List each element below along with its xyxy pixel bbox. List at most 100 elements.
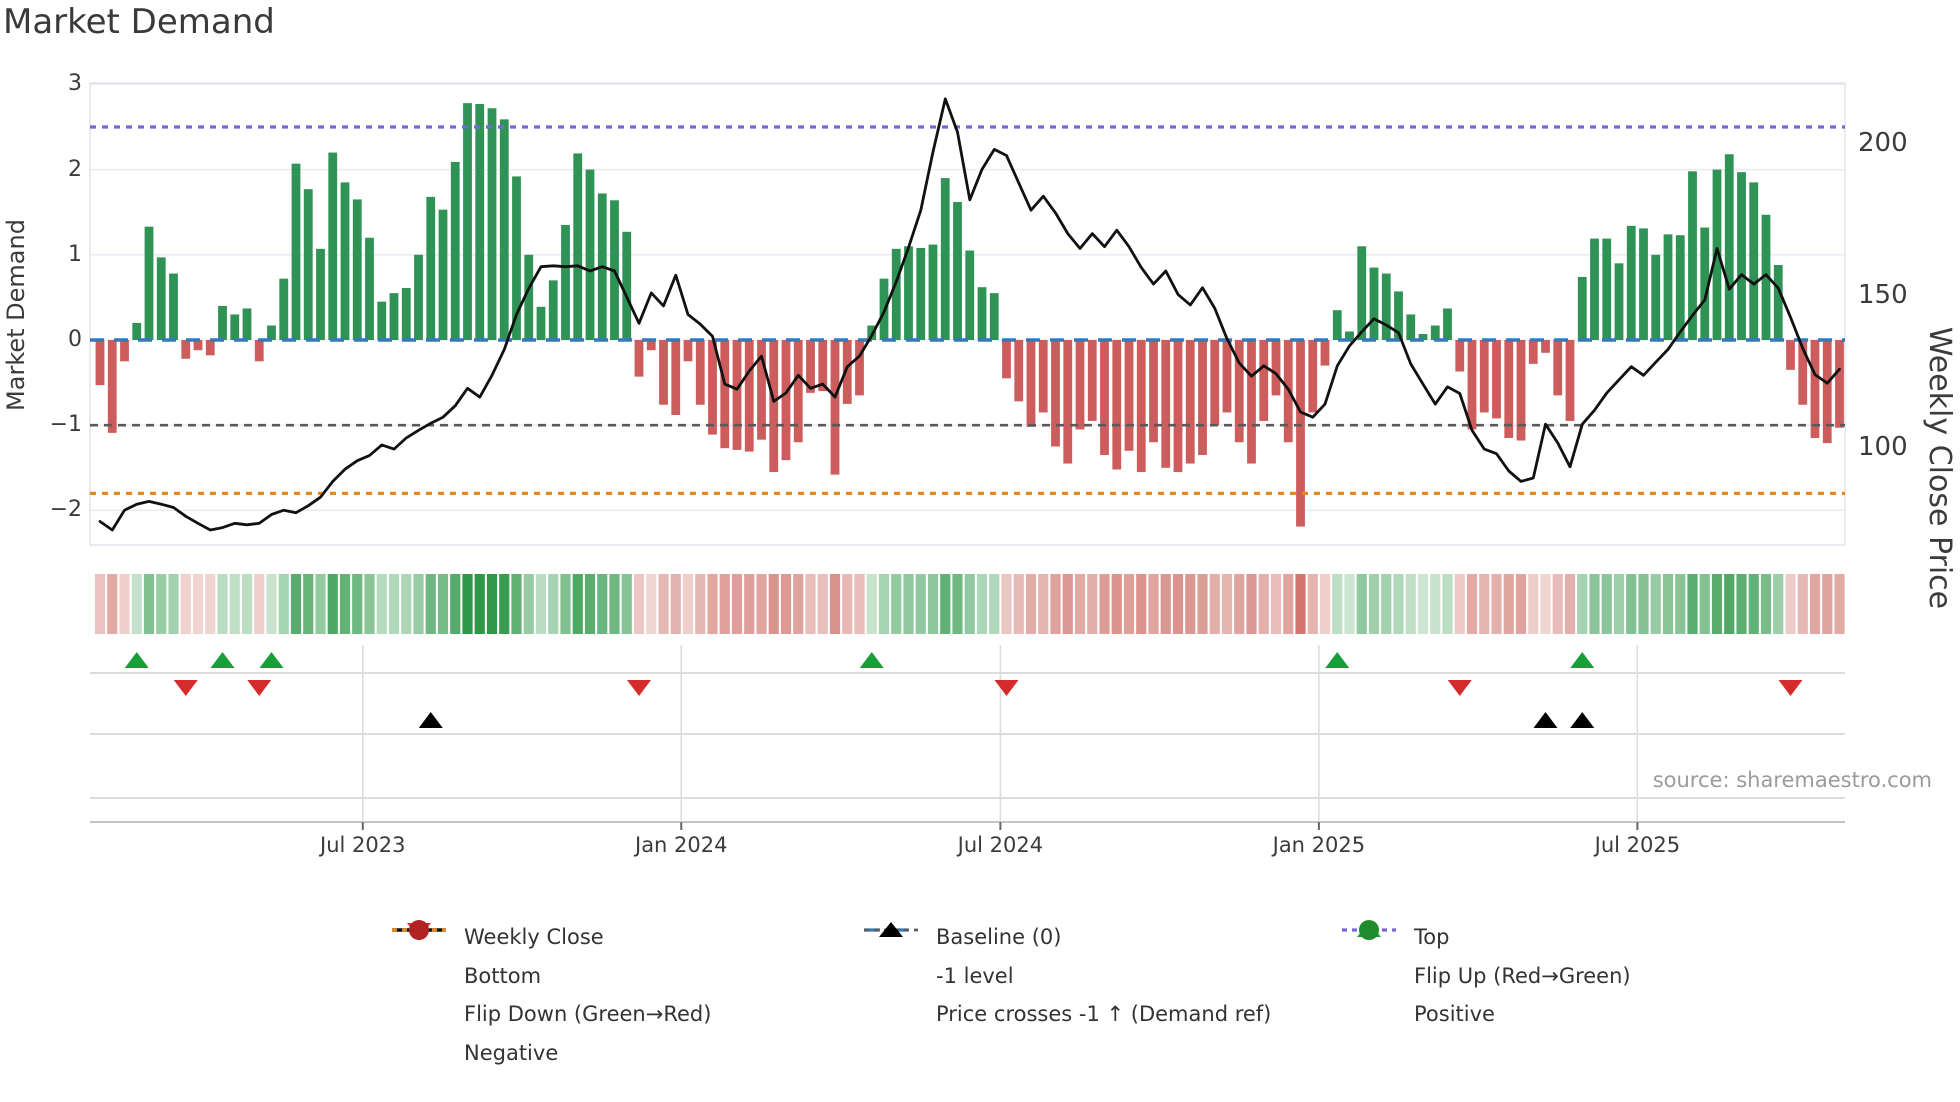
demand-bar xyxy=(695,340,705,405)
heatmap-cell xyxy=(1307,574,1318,634)
heatmap-cell xyxy=(1368,574,1380,634)
demand-bar xyxy=(1553,340,1563,396)
heatmap-cell xyxy=(1381,574,1392,634)
heatmap-cell xyxy=(952,574,963,634)
legend-column: Baseline (0) -1 level Price crosses -1 ↑ (… xyxy=(862,918,1271,1034)
heatmap-cell xyxy=(1393,574,1404,634)
demand-bar xyxy=(1014,340,1024,402)
x-tick-label: Jul 2025 xyxy=(1594,833,1681,857)
heatmap-cell xyxy=(1197,574,1208,634)
demand-bar xyxy=(659,340,668,405)
heatmap-cell xyxy=(682,574,694,634)
demand-bar xyxy=(1381,273,1391,340)
negative-icon xyxy=(409,920,429,940)
x-tick-label: Jul 2023 xyxy=(320,833,406,857)
demand-bar xyxy=(414,254,423,340)
legend-item: Price crosses -1 ↑ (Demand ref) xyxy=(862,922,1271,1034)
heatmap-cell xyxy=(609,574,620,634)
demand-bar xyxy=(842,340,852,404)
heatmap-cell xyxy=(1650,574,1661,634)
heatmap-cell xyxy=(1528,574,1539,634)
y-tick-label: 1 xyxy=(68,241,82,267)
demand-bar xyxy=(475,103,485,340)
heatmap-cell xyxy=(450,574,461,634)
legend-item: Baseline (0) xyxy=(862,918,1271,957)
demand-bar xyxy=(169,273,178,340)
demand-bar xyxy=(1712,169,1722,340)
heatmap-cell xyxy=(119,574,130,634)
heatmap-cell xyxy=(1773,574,1784,634)
demand-bar xyxy=(1259,340,1269,421)
plot-border xyxy=(89,82,1846,546)
price-cross-marker xyxy=(418,712,443,728)
legend-label: Positive xyxy=(1414,1002,1495,1027)
demand-bar xyxy=(1479,340,1489,413)
heatmap-cell xyxy=(719,574,730,634)
heatmap-cell xyxy=(1405,574,1416,634)
heatmap-cell xyxy=(1564,574,1576,634)
demand-bar xyxy=(1724,154,1734,340)
heatmap-cell xyxy=(1797,574,1808,634)
flip-down-marker xyxy=(1447,680,1472,696)
heatmap-cell xyxy=(315,574,326,634)
demand-bar xyxy=(1198,340,1207,456)
demand-bar xyxy=(463,103,472,340)
flip-down-marker xyxy=(1778,680,1803,696)
heatmap-cell xyxy=(597,574,608,634)
weekly-close-line xyxy=(98,97,1841,532)
heatmap-cell xyxy=(229,574,240,634)
heatmap-cell xyxy=(1711,574,1723,634)
demand-bar xyxy=(916,247,926,340)
legend-label: Flip Up (Red→Green) xyxy=(1414,963,1631,988)
heatmap-cell xyxy=(241,574,253,634)
heatmap-cell xyxy=(278,574,289,634)
demand-bar xyxy=(1492,340,1501,419)
heatmap-cell xyxy=(621,574,632,634)
heatmap-cell xyxy=(756,574,767,634)
demand-bar xyxy=(487,108,497,340)
price-tick-label: 150 xyxy=(1858,280,1908,310)
demand-bar xyxy=(1026,340,1036,427)
demand-bar xyxy=(1602,238,1612,340)
demand-bar xyxy=(267,325,276,340)
heatmap-cell xyxy=(1503,574,1514,634)
demand-bar xyxy=(1430,325,1440,340)
demand-bar xyxy=(1455,340,1465,372)
heatmap-cell xyxy=(1613,574,1625,634)
demand-bar xyxy=(1345,331,1354,340)
demand-bar xyxy=(953,201,962,340)
heatmap-cell xyxy=(1050,574,1061,634)
demand-bar xyxy=(1614,263,1624,340)
heatmap-cell xyxy=(474,574,485,634)
price-cross-marker xyxy=(1570,712,1595,728)
heatmap-cell xyxy=(1283,574,1294,634)
heatmap-cell xyxy=(707,574,718,634)
heatmap-cell xyxy=(266,574,277,634)
y-tick-label: −1 xyxy=(49,412,82,438)
heatmap-cell xyxy=(927,574,939,634)
x-tick-label: Jan 2024 xyxy=(635,833,728,857)
heatmap-cell xyxy=(1430,574,1441,634)
heatmap-cell xyxy=(1687,574,1698,634)
baseline-swatch xyxy=(864,928,918,932)
demand-bar xyxy=(426,196,436,340)
heatmap-cell xyxy=(1552,574,1563,634)
x-tick-label: Jul 2024 xyxy=(957,833,1044,857)
heatmap-cell xyxy=(290,574,302,634)
demand-bar xyxy=(352,199,362,340)
demand-bar xyxy=(132,322,142,340)
heatmap-cell xyxy=(1748,574,1759,634)
heatmap-cell xyxy=(131,574,142,634)
demand-bar xyxy=(1749,182,1759,340)
heatmap-cell xyxy=(376,574,387,634)
heatmap-cell xyxy=(1038,574,1049,634)
demand-bar xyxy=(1210,340,1220,426)
heatmap-cell xyxy=(511,574,522,634)
demand-bar xyxy=(254,340,264,362)
heatmap-cell xyxy=(1111,574,1122,634)
heatmap-cell xyxy=(1822,574,1833,634)
heatmap-cell xyxy=(1699,574,1710,634)
demand-bar xyxy=(95,340,105,386)
demand-bar xyxy=(683,340,693,362)
